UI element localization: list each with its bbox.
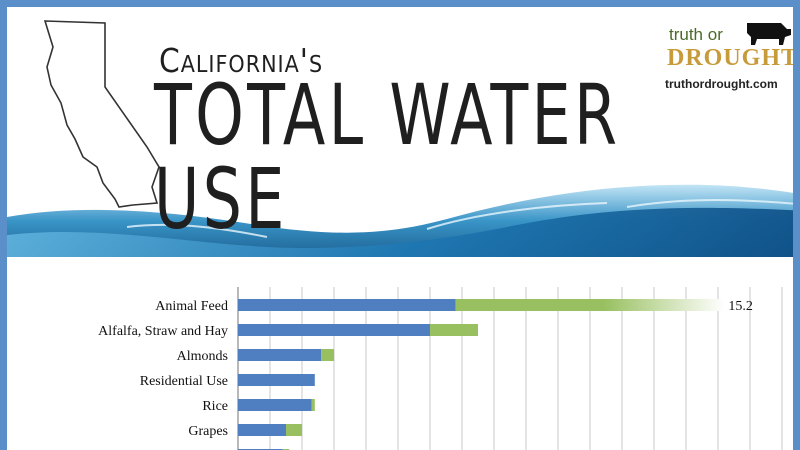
- cow-icon: [747, 23, 791, 45]
- logo-text-top: truth or: [669, 25, 723, 44]
- category-label: Residential Use: [140, 374, 228, 389]
- header: California's TOTAL WATER USE truth or DR…: [7, 7, 799, 265]
- bar-series1: [238, 349, 322, 361]
- category-label: Grapes: [188, 424, 228, 439]
- chart-bars: [238, 299, 725, 450]
- bar-series1: [238, 399, 312, 411]
- logo-url: truthordrought.com: [665, 77, 778, 91]
- water-use-chart: Animal Feed Alfalfa, Straw and Hay Almonds…: [98, 287, 783, 450]
- chart-category-labels: Animal Feed Alfalfa, Straw and Hay Almonds…: [98, 299, 228, 450]
- bar-series1: [238, 299, 456, 311]
- title-line-1: California's: [159, 41, 324, 80]
- bar-series1: [238, 324, 430, 336]
- bar-series2: [311, 399, 315, 411]
- data-label: 15.2: [728, 299, 753, 314]
- category-label: Almonds: [177, 349, 228, 364]
- california-outline-icon: [7, 20, 793, 265]
- logo-text-bottom: DROUGHT: [667, 45, 799, 71]
- category-label: Rice: [202, 399, 228, 414]
- bar-series1: [238, 374, 315, 386]
- chart-grid: [237, 287, 783, 450]
- bar-series2: [321, 349, 334, 361]
- category-label: Animal Feed: [155, 299, 228, 314]
- category-label: Alfalfa, Straw and Hay: [98, 324, 228, 339]
- bar-series2: [455, 299, 725, 311]
- title-line-2: TOTAL WATER USE: [154, 66, 621, 248]
- bar-series2: [430, 324, 478, 336]
- bar-series1: [238, 424, 286, 436]
- truth-or-drought-logo: [663, 19, 793, 97]
- bar-series2: [286, 424, 302, 436]
- chart-data-labels: 15.2: [728, 299, 753, 314]
